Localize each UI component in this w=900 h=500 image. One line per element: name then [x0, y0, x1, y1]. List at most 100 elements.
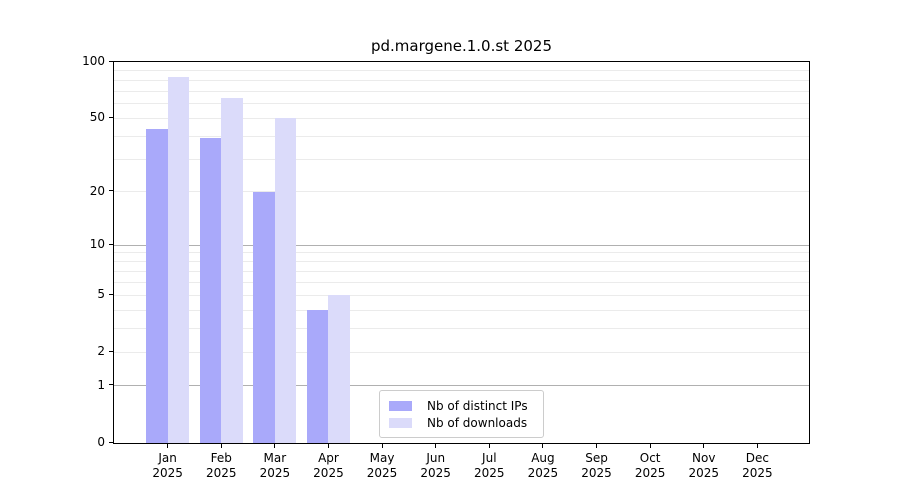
x-tick-year: 2025 [366, 466, 398, 480]
minor-gridline [114, 261, 809, 263]
x-tick [488, 444, 490, 448]
x-tick-label: Nov 2025 [677, 451, 731, 481]
bar-distinct-ips-feb [199, 138, 222, 443]
major-gridline [114, 244, 809, 246]
x-tick-year: 2025 [474, 466, 505, 480]
y-tick [109, 441, 113, 443]
y-tick-label: 10 [89, 237, 105, 252]
x-tick-label: Aug 2025 [516, 451, 570, 481]
x-tick [596, 444, 598, 448]
y-tick [109, 384, 113, 386]
y-tick [109, 116, 113, 118]
x-tick-year: 2025 [152, 466, 183, 480]
legend-item-distinct-ips: Nb of distinct IPs [389, 397, 534, 414]
x-tick-year: 2025 [581, 466, 612, 480]
bar-downloads-jan [167, 77, 190, 443]
plot-area [113, 61, 810, 444]
legend-label-distinct-ips: Nb of distinct IPs [427, 398, 528, 413]
x-tick-month: Jun [426, 451, 446, 465]
x-tick [274, 444, 276, 448]
x-tick-year: 2025 [527, 466, 559, 480]
bar-downloads-apr [328, 295, 350, 443]
major-gridline [114, 385, 809, 387]
x-tick-year: 2025 [205, 466, 237, 480]
bar-distinct-ips-apr [306, 310, 329, 443]
minor-gridline [114, 309, 809, 311]
minor-gridline [114, 252, 809, 254]
x-tick-label: Oct 2025 [623, 451, 677, 481]
legend-item-downloads: Nb of downloads [389, 414, 534, 431]
minor-gridline [114, 103, 809, 105]
minor-gridline [114, 79, 809, 81]
x-tick [756, 444, 758, 448]
minor-gridline [114, 191, 809, 193]
y-tick [109, 190, 113, 192]
y-tick [109, 243, 113, 245]
legend-label-downloads: Nb of downloads [427, 415, 528, 430]
x-tick [542, 444, 544, 448]
x-tick [220, 444, 222, 448]
legend-swatch-downloads [389, 417, 412, 428]
minor-gridline [114, 90, 809, 92]
x-tick [327, 444, 329, 448]
x-tick-label: Sep 2025 [570, 451, 624, 481]
x-tick-year: 2025 [259, 466, 291, 480]
x-tick-year: 2025 [688, 466, 720, 480]
minor-gridline [114, 159, 809, 160]
x-tick-month: Mar [263, 451, 287, 465]
x-tick-month: Feb [210, 451, 232, 465]
minor-gridline [114, 135, 809, 137]
y-tick-label: 20 [89, 183, 105, 198]
x-tick-month: Sep [585, 451, 608, 465]
x-tick-label: Mar 2025 [248, 451, 302, 481]
bar-downloads-mar [274, 118, 297, 443]
x-tick-label: May 2025 [355, 451, 409, 481]
x-tick-year: 2025 [742, 466, 773, 480]
x-tick-label: Apr 2025 [301, 451, 355, 481]
minor-gridline [114, 281, 809, 283]
x-tick [167, 444, 169, 448]
x-tick-label: Jun 2025 [409, 451, 463, 481]
x-tick-label: Dec 2025 [730, 451, 784, 481]
x-tick [435, 444, 437, 448]
x-tick [703, 444, 705, 448]
y-tick-label: 5 [97, 287, 105, 302]
minor-gridline [114, 328, 809, 330]
x-tick [381, 444, 383, 448]
x-tick-label: Feb 2025 [194, 451, 248, 481]
y-tick-label: 50 [89, 110, 105, 125]
minor-gridline [114, 294, 809, 296]
bar-downloads-feb [221, 98, 243, 443]
minor-gridline [114, 117, 809, 119]
y-tick-label: 0 [97, 435, 105, 449]
bar-distinct-ips-jan [146, 128, 168, 443]
minor-gridline [114, 70, 809, 72]
x-tick-month: Jan [158, 451, 177, 465]
y-tick [109, 293, 113, 295]
x-tick-label: Jul 2025 [462, 451, 516, 481]
minor-gridline [114, 270, 809, 272]
x-tick-year: 2025 [313, 466, 344, 480]
y-tick-label: 100 [82, 54, 105, 68]
x-tick-month: May [369, 451, 395, 465]
x-tick-month: Aug [531, 451, 555, 465]
bar-distinct-ips-mar [253, 191, 275, 443]
y-tick [109, 60, 113, 62]
x-tick-year: 2025 [634, 466, 666, 480]
x-tick-month: Jul [482, 451, 497, 465]
x-tick-year: 2025 [420, 466, 451, 480]
x-tick-label: Jan 2025 [141, 451, 195, 481]
x-tick-month: Dec [745, 451, 769, 465]
x-tick [649, 444, 651, 448]
y-tick-label: 2 [97, 344, 105, 359]
chart-title: pd.margene.1.0.st 2025 [370, 37, 553, 55]
legend-swatch-distinct-ips [389, 400, 412, 411]
x-tick-month: Apr [318, 451, 339, 465]
x-tick-month: Nov [692, 451, 716, 465]
y-tick-label: 1 [97, 377, 105, 392]
x-tick-month: Oct [639, 451, 661, 465]
legend: Nb of distinct IPs Nb of downloads [379, 390, 544, 438]
minor-gridline [114, 351, 809, 353]
y-tick [109, 350, 113, 352]
